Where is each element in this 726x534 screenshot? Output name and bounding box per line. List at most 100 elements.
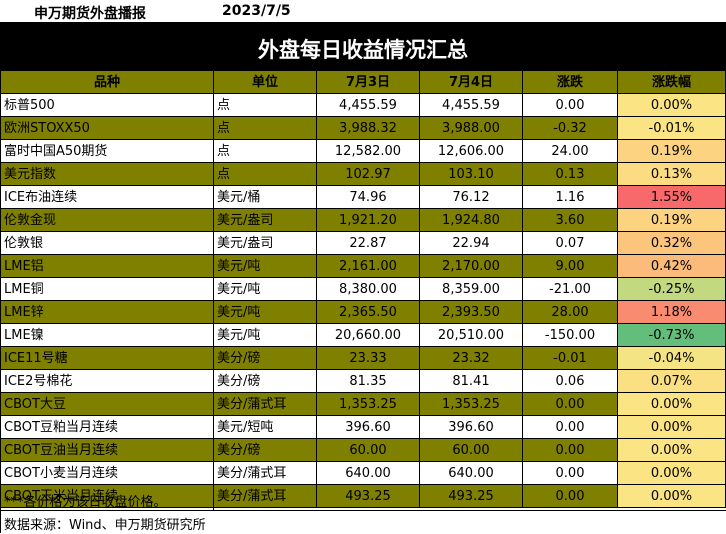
cell-d1: 2,161.00	[316, 254, 420, 278]
table-title: 外盘每日收益情况汇总	[258, 38, 468, 62]
cell-chg: -150.00	[522, 323, 618, 347]
cell-pct: 0.19%	[617, 139, 726, 163]
report-date: 2023/7/5	[222, 3, 291, 19]
cell-name: 标普500	[0, 93, 214, 117]
cell-unit: 美元/吨	[213, 254, 317, 278]
cell-unit: 美分/蒲式耳	[213, 461, 317, 485]
cell-d2: 60.00	[419, 438, 523, 462]
cell-pct: 0.00%	[617, 415, 726, 439]
cell-chg: 24.00	[522, 139, 618, 163]
table-row: 伦敦金现 美元/盎司 1,921.20 1,924.80 3.60 0.19%	[0, 208, 726, 232]
cell-pct: 0.00%	[617, 438, 726, 462]
cell-pct: -0.25%	[617, 277, 726, 301]
cell-d2: 20,510.00	[419, 323, 523, 347]
cell-d2: 23.32	[419, 346, 523, 370]
cell-name: LME铜	[0, 277, 214, 301]
cell-chg: 0.00	[522, 392, 618, 416]
cell-name: CBOT玉米当月连续	[0, 484, 214, 508]
column-header: 涨跌幅	[617, 70, 726, 94]
cell-unit: 点	[213, 93, 317, 117]
cell-name: CBOT大豆	[0, 392, 214, 416]
table-row: LME铝 美元/吨 2,161.00 2,170.00 9.00 0.42%	[0, 254, 726, 278]
cell-pct: 0.42%	[617, 254, 726, 278]
cell-pct: -0.04%	[617, 346, 726, 370]
cell-name: 伦敦银	[0, 231, 214, 255]
cell-name: LME锌	[0, 300, 214, 324]
report-header: 申万期货外盘播报 2023/7/5	[0, 0, 726, 22]
column-header: 7月4日	[419, 70, 523, 94]
cell-pct: 0.00%	[617, 484, 726, 508]
cell-pct: -0.01%	[617, 116, 726, 140]
quotes-table: 品种 单位 7月3日 7月4日 涨跌 涨跌幅 标普500 点 4,455.59 4,4…	[0, 70, 726, 508]
column-header: 品种	[0, 70, 214, 94]
cell-name: 伦敦金现	[0, 208, 214, 232]
table-row: 富时中国A50期货点 12,582.00 12,606.00 24.00 0.19%	[0, 139, 726, 163]
cell-name: LME镍	[0, 323, 214, 347]
cell-d1: 2,365.50	[316, 300, 420, 324]
cell-d1: 60.00	[316, 438, 420, 462]
cell-name: CBOT小麦当月连续	[0, 461, 214, 485]
cell-d2: 640.00	[419, 461, 523, 485]
cell-pct: 0.07%	[617, 369, 726, 393]
cell-d1: 81.35	[316, 369, 420, 393]
table-row: LME铜 美元/吨 8,380.00 8,359.00 -21.00 -0.25%	[0, 277, 726, 301]
cell-d2: 22.94	[419, 231, 523, 255]
table-row: CBOT玉米当月连续 美分/蒲式耳 493.25 493.25 0.00 0.00%	[0, 484, 726, 508]
cell-d2: 1,353.25	[419, 392, 523, 416]
cell-d1: 23.33	[316, 346, 420, 370]
table-row: ICE11号糖 美分/磅 23.33 23.32 -0.01 -0.04%	[0, 346, 726, 370]
cell-chg: 0.00	[522, 438, 618, 462]
cell-unit: 美元/吨	[213, 300, 317, 324]
table-row: CBOT小麦当月连续 美分/蒲式耳 640.00 640.00 0.00 0.00%	[0, 461, 726, 485]
cell-name: 欧洲STOXX50	[0, 116, 214, 140]
cell-chg: 0.00	[522, 415, 618, 439]
cell-unit: 美元/吨	[213, 277, 317, 301]
table-row: LME镍 美元/吨 20,660.00 20,510.00 -150.00 -0.73%	[0, 323, 726, 347]
table-row: ICE布油连续 美元/桶 74.96 76.12 1.16 1.55%	[0, 185, 726, 209]
data-source: 数据来源：Wind、申万期货研究所	[0, 510, 726, 534]
cell-d1: 20,660.00	[316, 323, 420, 347]
table-row: LME锌 美元/吨 2,365.50 2,393.50 28.00 1.18%	[0, 300, 726, 324]
cell-unit: 点	[213, 139, 317, 163]
cell-d2: 3,988.00	[419, 116, 523, 140]
cell-d2: 103.10	[419, 162, 523, 186]
cell-d2: 493.25	[419, 484, 523, 508]
cell-d1: 22.87	[316, 231, 420, 255]
cell-chg: -0.01	[522, 346, 618, 370]
cell-unit: 美元/盎司	[213, 208, 317, 232]
cell-name: ICE布油连续	[0, 185, 214, 209]
cell-chg: 3.60	[522, 208, 618, 232]
cell-chg: 0.00	[522, 461, 618, 485]
data-source-text: 数据来源：Wind、申万期货研究所	[4, 518, 206, 533]
cell-name: 美元指数	[0, 162, 214, 186]
cell-pct: 0.13%	[617, 162, 726, 186]
table-row: CBOT豆粕当月连续 美元/短吨 396.60 396.60 0.00 0.00%	[0, 415, 726, 439]
footnote: ***各价格为该日收盘价格。	[0, 488, 214, 510]
cell-chg: 0.13	[522, 162, 618, 186]
cell-d1: 1,353.25	[316, 392, 420, 416]
cell-d2: 76.12	[419, 185, 523, 209]
cell-d2: 12,606.00	[419, 139, 523, 163]
footnote-text: ***各价格为该日收盘价格。	[4, 495, 167, 510]
cell-unit: 美元/盎司	[213, 231, 317, 255]
cell-d2: 2,170.00	[419, 254, 523, 278]
column-header: 单位	[213, 70, 317, 94]
table-row: CBOT大豆 美分/蒲式耳 1,353.25 1,353.25 0.00 0.00%	[0, 392, 726, 416]
cell-pct: 0.32%	[617, 231, 726, 255]
cell-unit: 美分/蒲式耳	[213, 392, 317, 416]
cell-d1: 640.00	[316, 461, 420, 485]
cell-d1: 4,455.59	[316, 93, 420, 117]
cell-chg: 1.16	[522, 185, 618, 209]
cell-name: ICE11号糖	[0, 346, 214, 370]
cell-unit: 美元/吨	[213, 323, 317, 347]
column-header: 7月3日	[316, 70, 420, 94]
cell-chg: 0.06	[522, 369, 618, 393]
cell-name: CBOT豆粕当月连续	[0, 415, 214, 439]
cell-d1: 8,380.00	[316, 277, 420, 301]
column-header: 涨跌	[522, 70, 618, 94]
cell-pct: 1.55%	[617, 185, 726, 209]
cell-unit: 美元/桶	[213, 185, 317, 209]
cell-name: LME铝	[0, 254, 214, 278]
cell-d2: 396.60	[419, 415, 523, 439]
table-row: 标普500 点 4,455.59 4,455.59 0.00 0.00%	[0, 93, 726, 117]
